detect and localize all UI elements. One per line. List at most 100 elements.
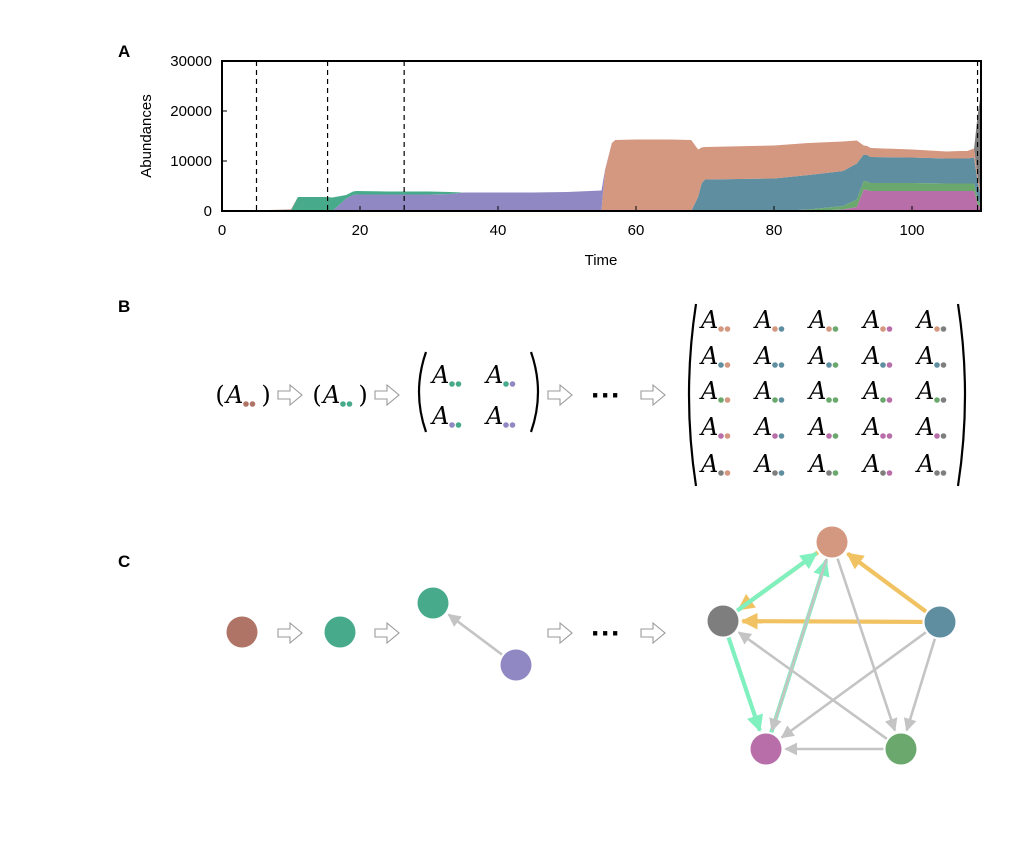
matrix-bracket: [687, 303, 698, 487]
row-species-dot: [772, 433, 778, 439]
row-species-dot: [718, 470, 724, 476]
area-teal: [222, 139, 981, 211]
x-tick-label: 60: [628, 222, 645, 239]
row-species-dot: [772, 470, 778, 476]
progression-arrow-icon: [374, 383, 400, 407]
edge-blue-to-salmon: [846, 551, 928, 614]
col-species-dot: [832, 433, 839, 439]
species-node-magenta: [750, 733, 782, 765]
network-1: [226, 616, 258, 648]
row-species-dot: [934, 433, 940, 439]
row-species-dot: [880, 433, 886, 439]
matrix-entry: A: [807, 306, 826, 334]
col-species-dot: [778, 362, 785, 368]
col-species-dot: [778, 397, 785, 403]
x-axis-label: Time: [585, 252, 618, 269]
col-species-dot: [455, 381, 462, 387]
col-species-dot: [886, 326, 893, 332]
matrix-entry: A: [915, 342, 934, 370]
x-tick-label: 20: [352, 222, 369, 239]
row-species-dot: [718, 362, 724, 368]
matrix-entry: A: [753, 413, 772, 441]
species-node-green: [885, 733, 917, 765]
matrix-entry: A: [753, 377, 772, 405]
col-species-dot: [249, 401, 256, 407]
col-species-dot: [886, 362, 893, 368]
col-species-dot: [724, 326, 731, 332]
row-species-dot: [718, 326, 724, 332]
matrix-entry: A: [861, 413, 880, 441]
row-species-dot: [826, 362, 832, 368]
col-species-dot: [940, 397, 947, 403]
y-tick-label: 10000: [170, 153, 212, 170]
matrix-entry: A: [321, 381, 340, 409]
row-species-dot: [772, 397, 778, 403]
progression-arrow-icon: [640, 621, 666, 645]
x-tick-label: 100: [899, 222, 924, 239]
matrix-entry: A: [484, 361, 503, 389]
species-node-blue: [924, 606, 956, 638]
row-species-dot: [826, 397, 832, 403]
row-species-dot: [880, 326, 886, 332]
matrix-entry: A: [807, 377, 826, 405]
row-species-dot: [880, 362, 886, 368]
matrix-entry: A: [224, 381, 243, 409]
progression-arrow-icon: [547, 383, 573, 407]
matrix-entry: A: [807, 413, 826, 441]
progression-arrow-icon: [277, 383, 303, 407]
area-layers: [222, 92, 981, 211]
col-species-dot: [509, 422, 516, 428]
col-species-dot: [832, 470, 839, 476]
x-tick-label: 80: [766, 222, 783, 239]
row-species-dot: [934, 326, 940, 332]
row-species-dot: [880, 470, 886, 476]
network-2: [324, 616, 356, 648]
matrix-entry: A: [699, 450, 718, 478]
row-species-dot: [826, 470, 832, 476]
matrix-entry: A: [753, 450, 772, 478]
col-species-dot: [940, 470, 947, 476]
matrix-entry: A: [699, 342, 718, 370]
row-species-dot: [340, 401, 346, 407]
row-species-dot: [826, 326, 832, 332]
plot-frame: [221, 60, 982, 212]
matrix-entry: A: [699, 377, 718, 405]
matrix-entry: A: [430, 361, 449, 389]
matrix-entry: A: [753, 306, 772, 334]
matrix-bracket: [956, 303, 967, 487]
species-node-teal: [324, 616, 356, 648]
matrix-entry: A: [915, 450, 934, 478]
matrix-entry: A: [861, 450, 880, 478]
area-green: [222, 181, 981, 211]
edge-salmon-to-green: [836, 558, 898, 732]
species-node-brown: [226, 616, 258, 648]
row-species-dot: [718, 397, 724, 403]
matrix-entry: A: [753, 342, 772, 370]
area-salmon: [222, 139, 981, 211]
row-species-dot: [772, 362, 778, 368]
matrix-5x5: A A A A AA A A A AA A A A AA A A A AA A A A A: [687, 303, 967, 487]
row-species-dot: [243, 401, 249, 407]
panel-label-a: A: [118, 42, 130, 61]
row-species-dot: [934, 470, 940, 476]
matrix-entry: A: [430, 402, 449, 430]
species-node-salmon: [816, 526, 848, 558]
progression-arrow-icon: [640, 383, 666, 407]
matrix-entry: A: [484, 402, 503, 430]
paren: (: [215, 381, 224, 409]
area-blue: [222, 154, 981, 211]
matrix-entry: A: [699, 413, 718, 441]
col-species-dot: [832, 397, 839, 403]
paren: ): [358, 381, 367, 409]
paren: (: [312, 381, 321, 409]
row-species-dot: [880, 397, 886, 403]
row-species-dot: [826, 433, 832, 439]
y-tick-label: 20000: [170, 103, 212, 120]
row-species-dot: [934, 397, 940, 403]
col-species-dot: [724, 433, 731, 439]
matrix-1x1: (A): [215, 381, 270, 409]
col-species-dot: [346, 401, 353, 407]
edge-lavender-to-teal: [447, 613, 503, 656]
edge-blue-to-magenta: [780, 631, 927, 739]
species-node-lavender: [500, 649, 532, 681]
